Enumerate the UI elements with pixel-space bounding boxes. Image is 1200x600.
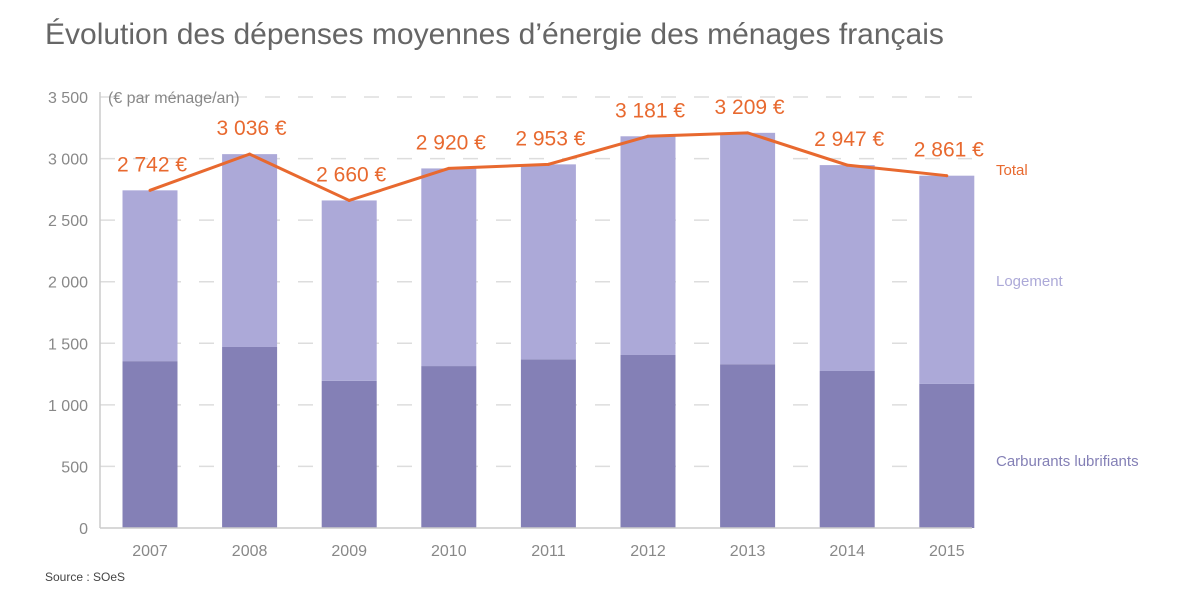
data-label-total: 2 660 € <box>316 163 386 186</box>
x-tick-label: 2012 <box>630 543 666 560</box>
bar-carburants <box>520 359 576 528</box>
bar-logement <box>819 165 875 371</box>
bar-logement <box>720 132 776 365</box>
bar-carburants <box>720 364 776 528</box>
legend-carburants: Carburants lubrifiants <box>996 453 1139 470</box>
data-label-total: 2 861 € <box>914 139 984 162</box>
data-label-total: 2 947 € <box>814 128 884 151</box>
bar-carburants <box>122 361 178 528</box>
point-total <box>945 174 949 178</box>
legend-total: Total <box>996 162 1028 179</box>
point-total <box>845 163 849 167</box>
y-tick-label: 2 500 <box>48 213 88 230</box>
bar-logement <box>122 190 178 362</box>
legend-logement: Logement <box>996 273 1064 290</box>
data-label-total: 3 036 € <box>217 117 287 140</box>
y-tick-label: 3 500 <box>48 90 88 107</box>
y-tick-label: 500 <box>61 459 88 476</box>
point-total <box>148 188 152 192</box>
bar-carburants <box>819 370 875 528</box>
bar-carburants <box>321 380 377 528</box>
bar-logement <box>620 136 676 355</box>
bar-logement <box>421 168 477 367</box>
point-total <box>646 134 650 138</box>
data-label-total: 2 953 € <box>515 127 585 150</box>
y-tick-label: 3 000 <box>48 152 88 169</box>
bar-logement <box>321 200 377 381</box>
y-tick-label: 1 000 <box>48 398 88 415</box>
bar-logement <box>520 164 576 360</box>
bar-carburants <box>620 354 676 528</box>
point-total <box>447 166 451 170</box>
x-tick-label: 2015 <box>929 543 965 560</box>
y-axis-label: (€ par ménage/an) <box>108 90 240 107</box>
x-tick-label: 2009 <box>331 543 367 560</box>
point-total <box>248 152 252 156</box>
bar-carburants <box>222 346 278 528</box>
bar-logement <box>919 175 975 384</box>
point-total <box>746 131 750 135</box>
bar-logement <box>222 154 278 347</box>
data-label-total: 3 209 € <box>715 96 785 119</box>
data-label-total: 3 181 € <box>615 99 685 122</box>
data-label-total: 2 742 € <box>117 153 187 176</box>
x-tick-label: 2013 <box>730 543 766 560</box>
y-tick-label: 0 <box>79 521 88 538</box>
y-tick-label: 1 500 <box>48 336 88 353</box>
x-tick-label: 2011 <box>531 543 566 560</box>
point-total <box>347 198 351 202</box>
x-tick-label: 2007 <box>132 543 168 560</box>
point-total <box>546 162 550 166</box>
x-tick-label: 2010 <box>431 543 467 560</box>
x-tick-label: 2008 <box>232 543 268 560</box>
data-label-total: 2 920 € <box>416 131 486 154</box>
chart-title: Évolution des dépenses moyennes d’énergi… <box>45 18 944 51</box>
source-note: Source : SOeS <box>45 570 126 584</box>
x-tick-label: 2014 <box>829 543 865 560</box>
bar-carburants <box>421 366 477 528</box>
bar-carburants <box>919 383 975 528</box>
y-tick-label: 2 000 <box>48 275 88 292</box>
